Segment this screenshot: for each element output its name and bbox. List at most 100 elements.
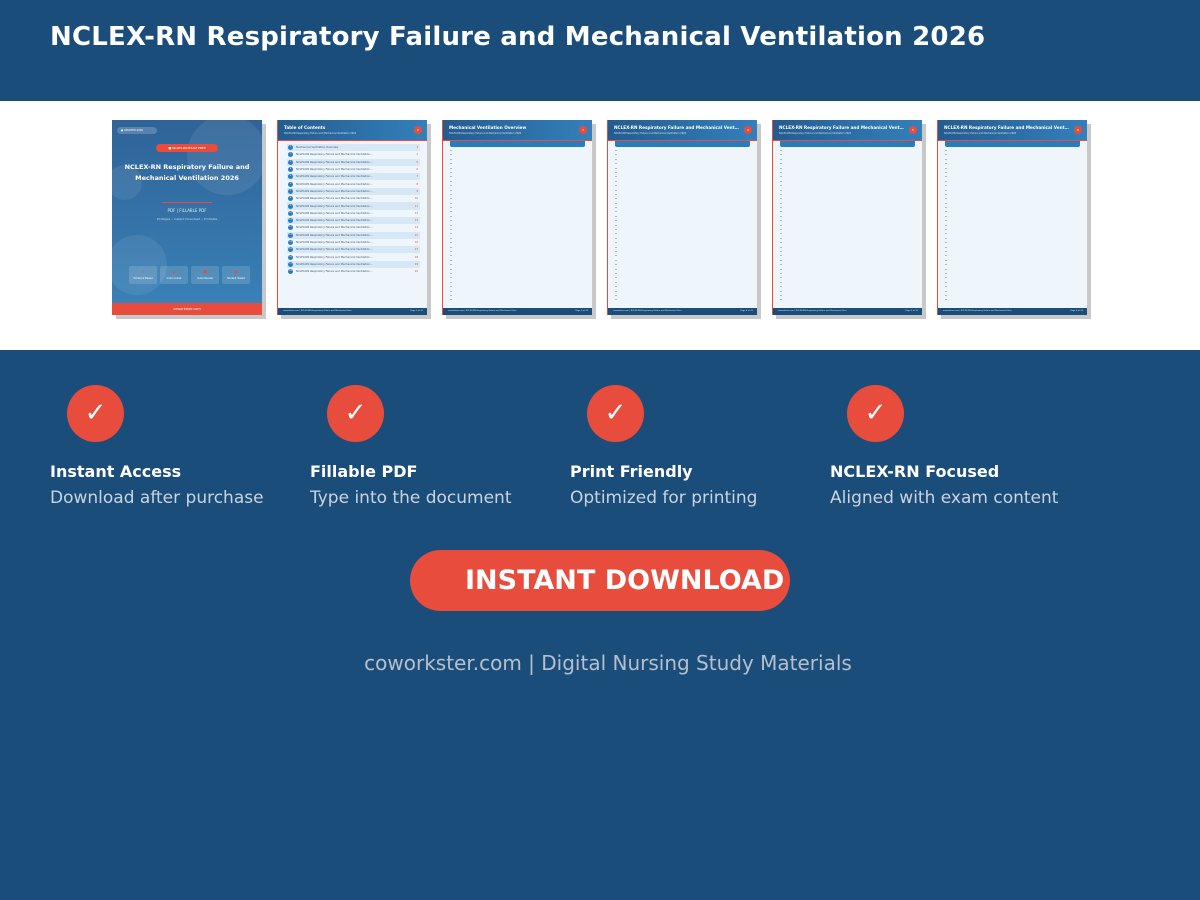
line-mark — [780, 259, 782, 261]
toc-number-icon: 13 — [288, 232, 293, 238]
line-mark — [450, 220, 452, 222]
line-mark — [450, 163, 452, 165]
line-mark — [780, 294, 782, 296]
line-mark — [780, 233, 782, 235]
circle-icon: ● — [234, 269, 238, 274]
line-mark — [780, 163, 782, 165]
preview-content-page[interactable]: Mechanical Ventilation Overview NCLEX-RN… — [442, 120, 592, 315]
footer-left: coworkster.com | NCLEX-RN Respiratory Fa… — [778, 310, 847, 312]
line-mark — [615, 215, 617, 217]
toc-entry-label: NCLEX-RN Respiratory Failure and Mechani… — [296, 241, 373, 244]
line-mark — [450, 193, 452, 195]
line-mark — [615, 185, 617, 187]
line-mark — [945, 272, 947, 274]
preview-content-page[interactable]: NCLEX-RN Respiratory Failure and Mechani… — [772, 120, 922, 315]
toc-number-icon: 1 — [288, 145, 293, 151]
toc-number-icon: 9 — [288, 203, 293, 209]
line-mark — [780, 198, 782, 200]
line-mark — [780, 211, 782, 213]
footer-left: coworkster.com | NCLEX-RN Respiratory Fa… — [943, 310, 1012, 312]
page-subheading: NCLEX-RN Respiratory Failure and Mechani… — [614, 132, 687, 135]
line-marks — [780, 150, 782, 304]
preview-content-page[interactable]: NCLEX-RN Respiratory Failure and Mechani… — [607, 120, 757, 315]
line-mark — [450, 294, 452, 296]
line-mark — [945, 163, 947, 165]
toc-number-icon: 11 — [288, 218, 293, 224]
instant-download-button[interactable]: INSTANT DOWNLOAD — [410, 550, 790, 611]
line-mark — [945, 185, 947, 187]
line-mark — [780, 189, 782, 191]
toc-entry: 16 NCLEX-RN Respiratory Failure and Mecha… — [287, 253, 420, 260]
page-subheading: NCLEX-RN Respiratory Failure and Mechani… — [944, 132, 1017, 135]
line-mark — [450, 150, 452, 151]
toc-entry: 8 NCLEX-RN Respiratory Failure and Mechan… — [287, 195, 420, 202]
line-mark — [450, 211, 452, 213]
page-number-badge: 3 — [579, 126, 587, 134]
toc-number-icon: 6 — [288, 181, 293, 187]
toc-entry: 4 NCLEX-RN Respiratory Failure and Mechan… — [287, 166, 420, 173]
toc-number-icon: 10 — [288, 210, 293, 216]
line-mark — [780, 242, 782, 244]
line-mark — [450, 176, 452, 178]
line-mark — [615, 180, 617, 182]
toc-entry: 3 NCLEX-RN Respiratory Failure and Mechan… — [287, 158, 420, 166]
page-heading: NCLEX-RN Respiratory Failure and Mechani… — [779, 125, 904, 130]
preview-toc-page[interactable]: Table of Contents NCLEX-RN Respiratory F… — [277, 120, 427, 315]
line-mark — [450, 224, 452, 226]
line-mark — [945, 167, 947, 169]
check-icon: ✓ — [327, 385, 384, 442]
line-mark — [945, 207, 947, 209]
check-icon: ✓ — [847, 385, 904, 442]
line-mark — [945, 158, 947, 160]
line-mark — [945, 242, 947, 244]
line-mark — [945, 264, 947, 266]
feature-title: Fillable PDF — [310, 462, 418, 481]
toc-entry-page: 16 — [414, 241, 418, 244]
cover-title: NCLEX-RN Respiratory Failure and Mechani… — [124, 163, 250, 182]
toc-entry-page: 11 — [414, 204, 418, 208]
line-mark — [780, 264, 782, 266]
footer-left: coworkster.com | NCLEX-RN Respiratory Fa… — [613, 310, 682, 312]
footer-left: coworkster.com | NCLEX-RN Respiratory Fa… — [283, 310, 352, 312]
footer-right: Page 2 of 20 — [410, 310, 424, 312]
line-mark — [780, 202, 782, 204]
toc-entry-page: 5 — [416, 160, 418, 164]
toc-entry-label: NCLEX-RN Respiratory Failure and Mechani… — [296, 211, 373, 215]
line-mark — [450, 180, 452, 182]
line-mark — [450, 154, 452, 156]
line-mark — [450, 242, 452, 244]
toc-entry-label: NCLEX-RN Respiratory Failure and Mechani… — [296, 270, 373, 274]
line-marks — [615, 150, 617, 304]
badge-label: Evidence Based — [133, 277, 153, 280]
feature-print-friendly: ✓ Print Friendly Optimized for printing — [570, 385, 830, 508]
footer-right: Page 5 of 20 — [905, 310, 919, 312]
line-mark — [615, 158, 617, 160]
toc-entry-page: 10 — [414, 197, 418, 201]
toc-entry-label: NCLEX-RN Respiratory Failure and Mechani… — [296, 182, 373, 186]
line-mark — [780, 229, 782, 231]
line-marks — [450, 150, 452, 304]
line-mark — [615, 259, 617, 261]
line-mark — [450, 268, 452, 270]
preview-cover-page[interactable]: ● UPDATED 2026 ■ NCLEX-RN EXAM PREP NCLE… — [112, 120, 262, 315]
line-mark — [945, 220, 947, 222]
toc-entry-page: 12 — [414, 211, 418, 215]
toc-entry: 15 NCLEX-RN Respiratory Failure and Mecha… — [287, 246, 420, 254]
feature-nclex-focused: ✓ NCLEX-RN Focused Aligned with exam con… — [830, 385, 1090, 508]
toc-number-icon: 17 — [288, 261, 293, 267]
line-mark — [945, 215, 947, 217]
page-footer: coworkster.com | NCLEX-RN Respiratory Fa… — [938, 308, 1087, 315]
page-footer: coworkster.com | NCLEX-RN Respiratory Fa… — [773, 308, 922, 315]
line-mark — [615, 299, 617, 301]
preview-content-page[interactable]: NCLEX-RN Respiratory Failure and Mechani… — [937, 120, 1087, 315]
line-mark — [615, 163, 617, 165]
line-mark — [450, 189, 452, 191]
line-mark — [450, 198, 452, 200]
badge-label: Quick Review — [196, 277, 214, 280]
check-icon: ✓ — [587, 385, 644, 442]
line-mark — [945, 211, 947, 213]
triangle-icon: ▲ — [172, 269, 176, 274]
line-mark — [780, 272, 782, 274]
cover-formats: PDF | FILLABLE PDF — [167, 208, 207, 213]
toc-entry-label: NCLEX-RN Respiratory Failure and Mechani… — [296, 262, 373, 266]
